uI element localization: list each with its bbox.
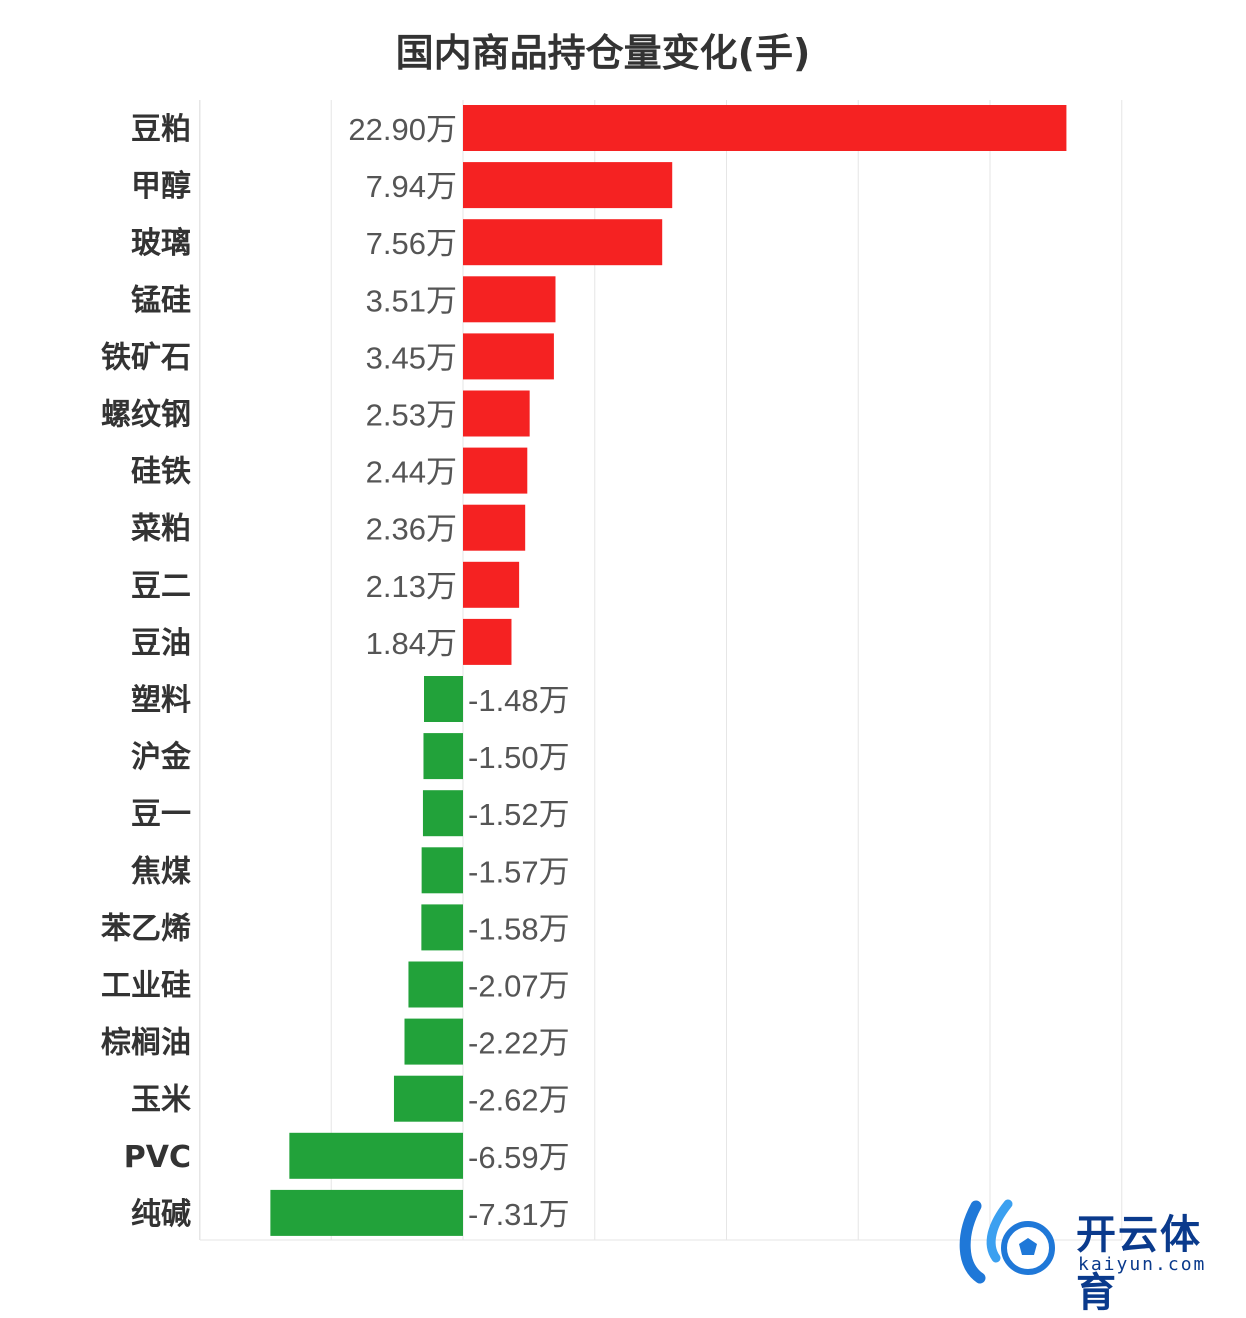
watermark: 开云体育 kaiyun.com xyxy=(958,1196,1238,1316)
bar xyxy=(463,447,528,494)
category-label: 玉米 xyxy=(131,1083,191,1118)
bar xyxy=(289,1132,463,1179)
bar xyxy=(408,961,463,1008)
bar xyxy=(421,847,463,894)
value-label: -2.07万 xyxy=(468,969,570,1004)
value-label: -1.52万 xyxy=(468,797,570,832)
value-label: 2.13万 xyxy=(366,569,457,604)
category-label: 塑料 xyxy=(131,683,191,718)
category-label: 棕榈油 xyxy=(101,1026,191,1061)
category-label: 豆粕 xyxy=(131,112,191,147)
category-label: 锰硅 xyxy=(131,283,191,318)
category-labels: 豆粕甲醇玻璃锰硅铁矿石螺纹钢硅铁菜粕豆二豆油塑料沪金豆一焦煤苯乙烯工业硅棕榈油玉… xyxy=(101,112,192,1232)
bar xyxy=(463,618,512,665)
value-label: 3.51万 xyxy=(366,283,457,318)
value-label: 22.90万 xyxy=(348,112,457,147)
bar xyxy=(463,105,1067,151)
category-label: 豆一 xyxy=(131,797,191,832)
value-label: 3.45万 xyxy=(366,340,457,375)
value-label: -2.62万 xyxy=(468,1083,570,1118)
value-label: 7.56万 xyxy=(366,226,457,261)
watermark-url: kaiyun.com xyxy=(1078,1254,1207,1275)
value-labels: 22.90万 7.94万 7.56万 3.51万 3.45万 2.53万 2.44万 2.36… xyxy=(348,112,569,1232)
category-label: 铁矿石 xyxy=(101,340,191,375)
gridlines xyxy=(199,100,1123,1241)
bar xyxy=(463,390,530,437)
bar xyxy=(424,676,463,722)
value-label: 2.44万 xyxy=(366,455,457,490)
bar xyxy=(463,219,663,266)
bar xyxy=(423,733,463,780)
category-label: 甲醇 xyxy=(131,169,191,204)
value-label: 2.36万 xyxy=(366,512,457,547)
category-label: 苯乙烯 xyxy=(101,911,191,946)
bar xyxy=(463,504,526,551)
category-label: 豆二 xyxy=(131,569,191,604)
bar xyxy=(463,162,673,209)
value-label: 7.94万 xyxy=(366,169,457,204)
bar xyxy=(463,276,556,323)
category-label: 豆油 xyxy=(131,626,191,661)
category-label: PVC xyxy=(124,1140,191,1175)
category-label: 螺纹钢 xyxy=(101,398,191,433)
chart-title: 国内商品持仓量变化(手) xyxy=(395,31,811,75)
category-label: 工业硅 xyxy=(101,969,191,1004)
bar xyxy=(422,790,463,837)
category-label: 焦煤 xyxy=(131,854,191,889)
category-label: 菜粕 xyxy=(131,512,191,547)
kaiyun-logo-icon xyxy=(959,1199,1055,1284)
bar xyxy=(270,1189,463,1236)
bar xyxy=(421,904,463,951)
value-label: -1.50万 xyxy=(468,740,570,775)
category-label: 沪金 xyxy=(131,740,192,775)
value-label: 2.53万 xyxy=(366,398,457,433)
value-label: 1.84万 xyxy=(366,626,457,661)
bar xyxy=(393,1075,463,1122)
value-label: -1.57万 xyxy=(468,854,570,889)
value-label: -1.48万 xyxy=(468,683,570,718)
bars xyxy=(270,105,1067,1236)
value-label: -1.58万 xyxy=(468,911,570,946)
value-label: -6.59万 xyxy=(468,1140,570,1175)
bar xyxy=(463,561,520,608)
category-label: 纯碱 xyxy=(131,1197,191,1232)
value-label: -7.31万 xyxy=(468,1197,570,1232)
bar xyxy=(404,1018,463,1065)
category-label: 硅铁 xyxy=(131,455,191,490)
category-label: 玻璃 xyxy=(131,226,191,261)
bar xyxy=(463,333,554,380)
value-label: -2.22万 xyxy=(468,1026,570,1061)
